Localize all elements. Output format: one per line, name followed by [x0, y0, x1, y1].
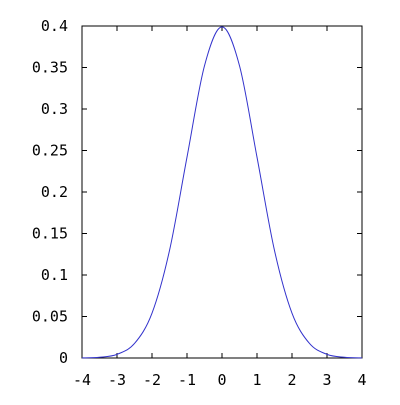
y-tick-label: 0: [59, 349, 68, 367]
x-tick-label: -1: [178, 371, 196, 389]
ticks-layer: [81, 25, 363, 359]
x-tick-label: -4: [73, 371, 91, 389]
y-tick-label: 0.05: [32, 308, 68, 326]
y-tick-label: 0.3: [41, 100, 68, 118]
x-tick-label: 0: [217, 371, 226, 389]
y-tick-label: 0.4: [41, 17, 68, 35]
series-line: [81, 26, 363, 359]
series-layer: [81, 26, 363, 359]
y-tick-label: 0.25: [32, 142, 68, 160]
tick-labels-layer: -4 -3 -2 -1 0 1 2 3 4 0 0.05 0.1 0.15 0.2 0.25 0.3 0.35 0…: [32, 17, 367, 389]
x-tick-label: 2: [287, 371, 296, 389]
x-tick-label: -3: [108, 371, 126, 389]
x-tick-label: -2: [143, 371, 161, 389]
y-tick-label: 0.1: [41, 266, 68, 284]
x-tick-label: 4: [357, 371, 366, 389]
x-tick-label: 3: [322, 371, 331, 389]
plot-frame: [81, 25, 363, 359]
y-tick-label: 0.2: [41, 183, 68, 201]
x-tick-label: 1: [252, 371, 261, 389]
y-tick-label: 0.35: [32, 59, 68, 77]
y-tick-label: 0.15: [32, 225, 68, 243]
